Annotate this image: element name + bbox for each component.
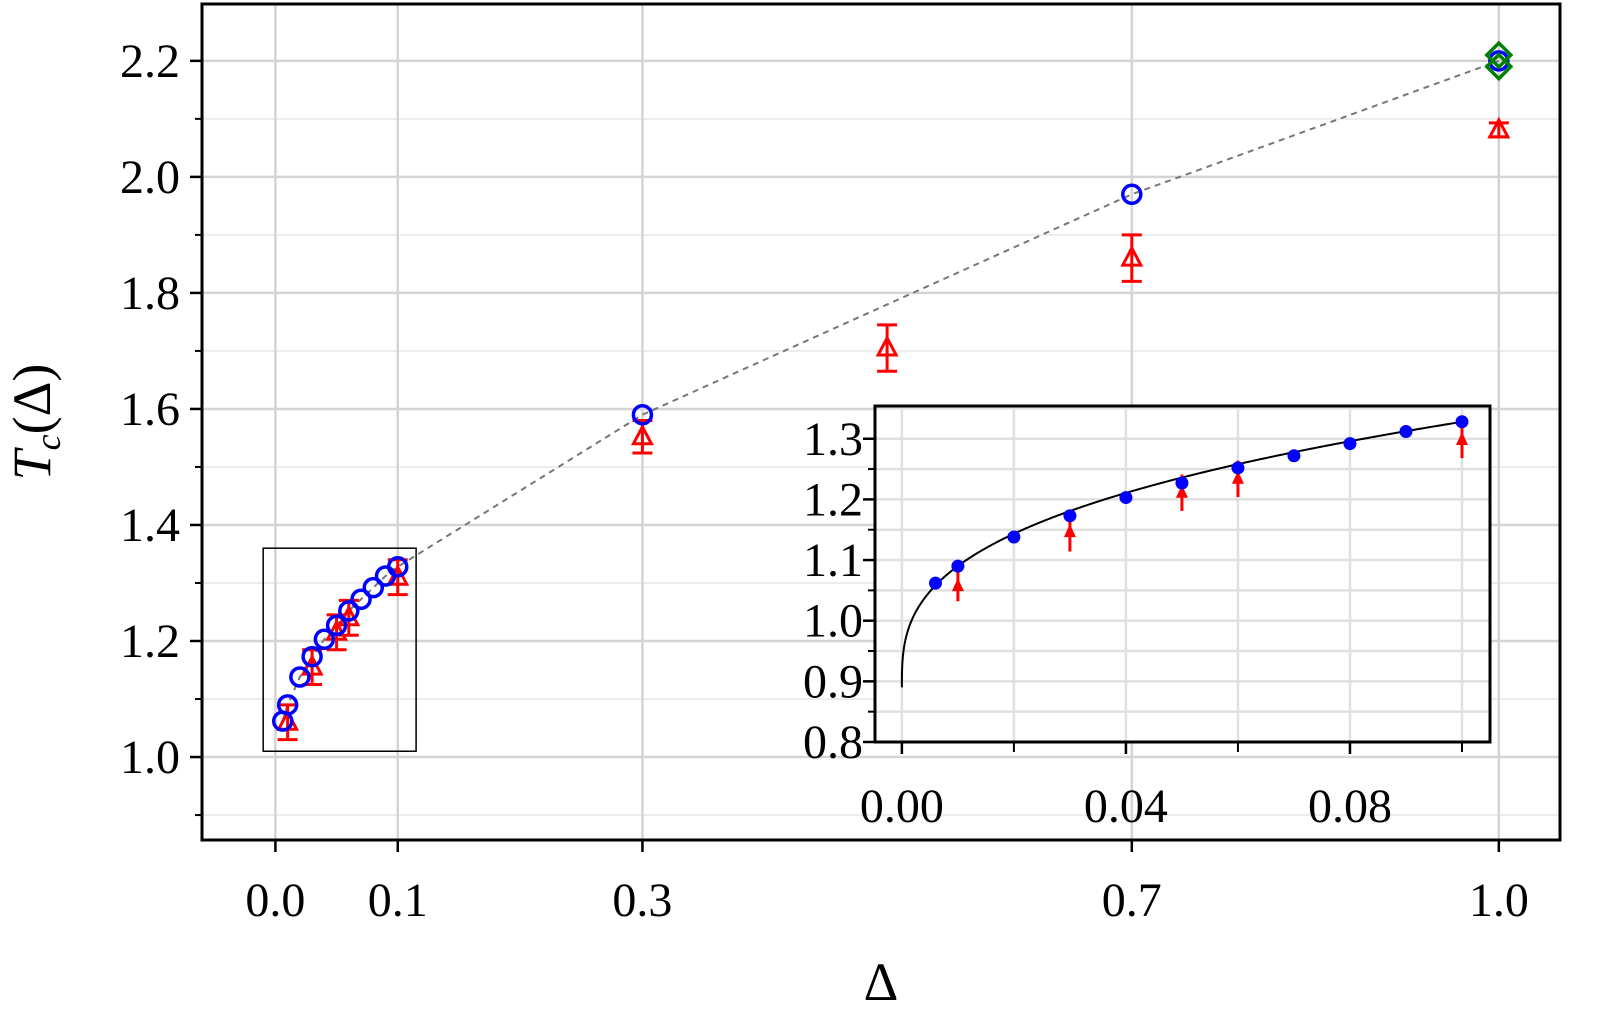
inset-y-tick-label: 0.8	[803, 716, 863, 769]
blue-circle-point	[313, 628, 336, 651]
blue-circle-point	[338, 600, 360, 622]
inset-triangle-marker	[1455, 431, 1468, 445]
triangle-marker	[630, 423, 654, 446]
x-tick-label: 0.1	[368, 874, 428, 927]
inset-blue-dot	[951, 559, 965, 573]
inset-blue-dot	[1007, 530, 1021, 544]
inset-blue-dot	[928, 576, 942, 590]
inset-x-tick-label: 0.08	[1308, 780, 1392, 833]
blue-circle-point	[386, 555, 409, 578]
inset-y-tick-label: 1.1	[803, 534, 863, 587]
inset-triangle-marker	[951, 578, 964, 592]
inset-blue-dot	[1343, 437, 1357, 451]
y-tick-label: 1.4	[120, 499, 180, 552]
blue-circle-point	[276, 694, 299, 716]
zoom-region-box	[262, 547, 417, 752]
inset-y-tick-label: 0.9	[803, 655, 863, 708]
red-triangle-point	[875, 323, 899, 373]
triangle-marker	[325, 619, 349, 641]
inset-blue-dot	[1063, 509, 1077, 523]
inset-plot-marks	[900, 415, 1469, 688]
blue-circle-point	[1121, 183, 1143, 206]
inset-axes-frame	[873, 404, 1492, 744]
y-tick-label: 1.0	[120, 731, 180, 784]
blue-circle-point	[362, 576, 385, 599]
y-tick-label: 1.8	[120, 267, 180, 320]
inset-blue-dot	[1175, 476, 1189, 490]
blue-circle-point	[289, 666, 311, 688]
x-axis-label: Δ	[864, 952, 899, 1012]
inset-x-tick-label: 0.00	[860, 780, 944, 833]
main-plot-marks	[262, 40, 1514, 752]
blue-circle-point	[301, 645, 323, 668]
blue-circle-point	[350, 588, 372, 610]
blue-circle-point	[631, 403, 654, 426]
blue-circle-point	[1488, 50, 1510, 72]
triangle-marker	[1487, 116, 1511, 139]
main-ticks: 1.0 1.2 1.4 1.6 1.8 2.0 2.2 0.0 0.1 0.3 0.7 1.0	[120, 35, 1529, 927]
x-tick-label: 0.7	[1102, 874, 1162, 927]
red-triangle-point	[325, 613, 349, 652]
inset-x-tick-label: 0.04	[1084, 780, 1168, 833]
red-triangle-point	[1487, 116, 1511, 139]
triangle-marker	[337, 604, 361, 627]
inset-red-point	[951, 570, 964, 602]
y-tick-label: 1.6	[120, 383, 180, 436]
red-triangle-point	[337, 598, 361, 637]
inset-fit-curve	[900, 420, 1463, 688]
green-diamond-point	[1484, 40, 1514, 70]
inset-triangle-marker	[1063, 524, 1076, 538]
inset-background	[875, 406, 1490, 742]
inset-triangle-marker	[1175, 484, 1188, 498]
inset-blue-dot	[1399, 424, 1413, 438]
triangle-marker	[1120, 244, 1144, 267]
triangle-marker	[875, 334, 899, 357]
blue-circle-point	[325, 614, 348, 637]
main-axes-frame	[200, 2, 1562, 842]
x-tick-label: 0.0	[245, 874, 305, 927]
x-tick-label: 1.0	[1469, 874, 1529, 927]
y-tick-label: 2.0	[120, 151, 180, 204]
inset-blue-dot	[1455, 415, 1469, 429]
inset-blue-dot	[1231, 461, 1245, 475]
inset-blue-dot	[1287, 449, 1301, 463]
y-axis-label: Tc(Δ)	[2, 364, 68, 481]
inset-blue-dot	[1119, 491, 1133, 505]
green-diamond-point	[1484, 52, 1514, 82]
inset-y-tick-label: 1.0	[803, 595, 863, 648]
red-triangle-point	[1120, 233, 1144, 283]
y-tick-label: 2.2	[120, 35, 180, 88]
x-tick-label: 0.3	[612, 874, 672, 927]
inset-triangle-marker	[1231, 470, 1244, 484]
inset-ticks: 0.8 0.9 1.0 1.1 1.2 1.3 0.00 0.04 0.08	[803, 413, 1463, 833]
inset-y-tick-label: 1.2	[803, 473, 863, 526]
y-tick-label: 1.2	[120, 615, 180, 668]
inset-y-tick-label: 1.3	[803, 413, 863, 466]
